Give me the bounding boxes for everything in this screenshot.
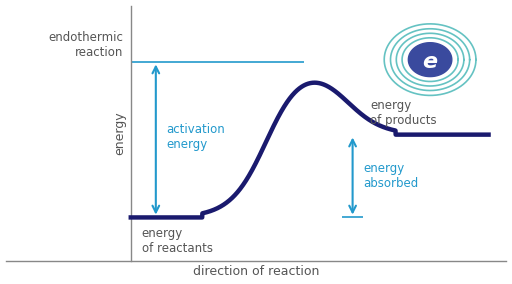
Text: activation
energy: activation energy: [166, 123, 225, 151]
Text: energy
of reactants: energy of reactants: [141, 227, 212, 255]
Text: energy
of products: energy of products: [371, 99, 437, 127]
Text: e: e: [422, 52, 438, 72]
X-axis label: direction of reaction: direction of reaction: [193, 266, 319, 278]
Polygon shape: [409, 43, 452, 77]
Text: energy
absorbed: energy absorbed: [364, 162, 419, 190]
Y-axis label: energy: energy: [114, 112, 126, 155]
Text: endothermic
reaction: endothermic reaction: [49, 31, 123, 59]
